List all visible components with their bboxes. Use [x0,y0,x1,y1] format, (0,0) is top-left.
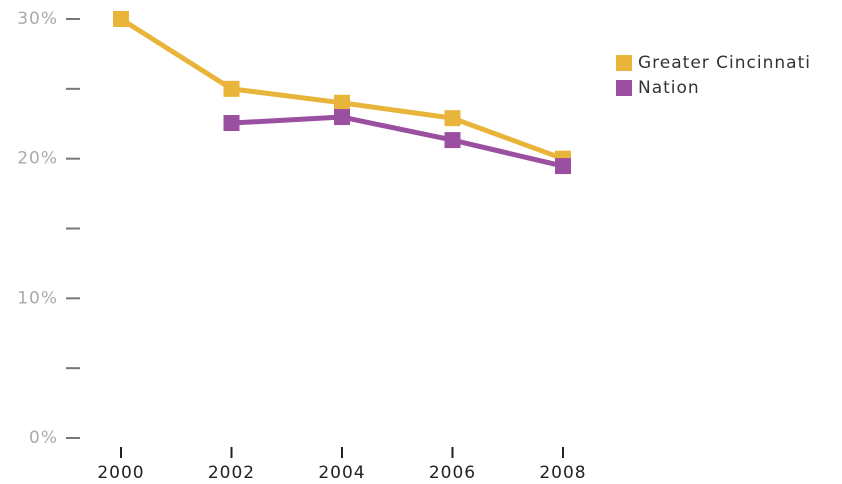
x-tick-label: 2006 [429,463,476,483]
legend-swatch [616,55,632,71]
series-marker [444,132,461,149]
x-tick-label: 2004 [318,463,365,483]
legend-label: Greater Cincinnati [638,53,811,73]
x-tick-label: 2000 [97,463,144,483]
series-marker [223,80,240,97]
legend-label: Nation [638,78,700,98]
series-line [231,114,564,169]
series-marker [113,11,129,27]
series-marker [444,110,461,127]
x-tick-label: 2002 [208,463,255,483]
y-tick-label: 10% [17,288,58,308]
y-tick-label: 0% [29,428,58,448]
legend-swatch [616,80,632,96]
y-tick-label: 20% [17,149,58,169]
series-marker [334,94,350,111]
series-marker [555,158,571,175]
series-marker [223,115,240,132]
y-tick-label: 30% [17,9,58,29]
x-tick-label: 2008 [539,463,586,483]
series-marker [334,109,350,126]
series-line [119,16,564,162]
